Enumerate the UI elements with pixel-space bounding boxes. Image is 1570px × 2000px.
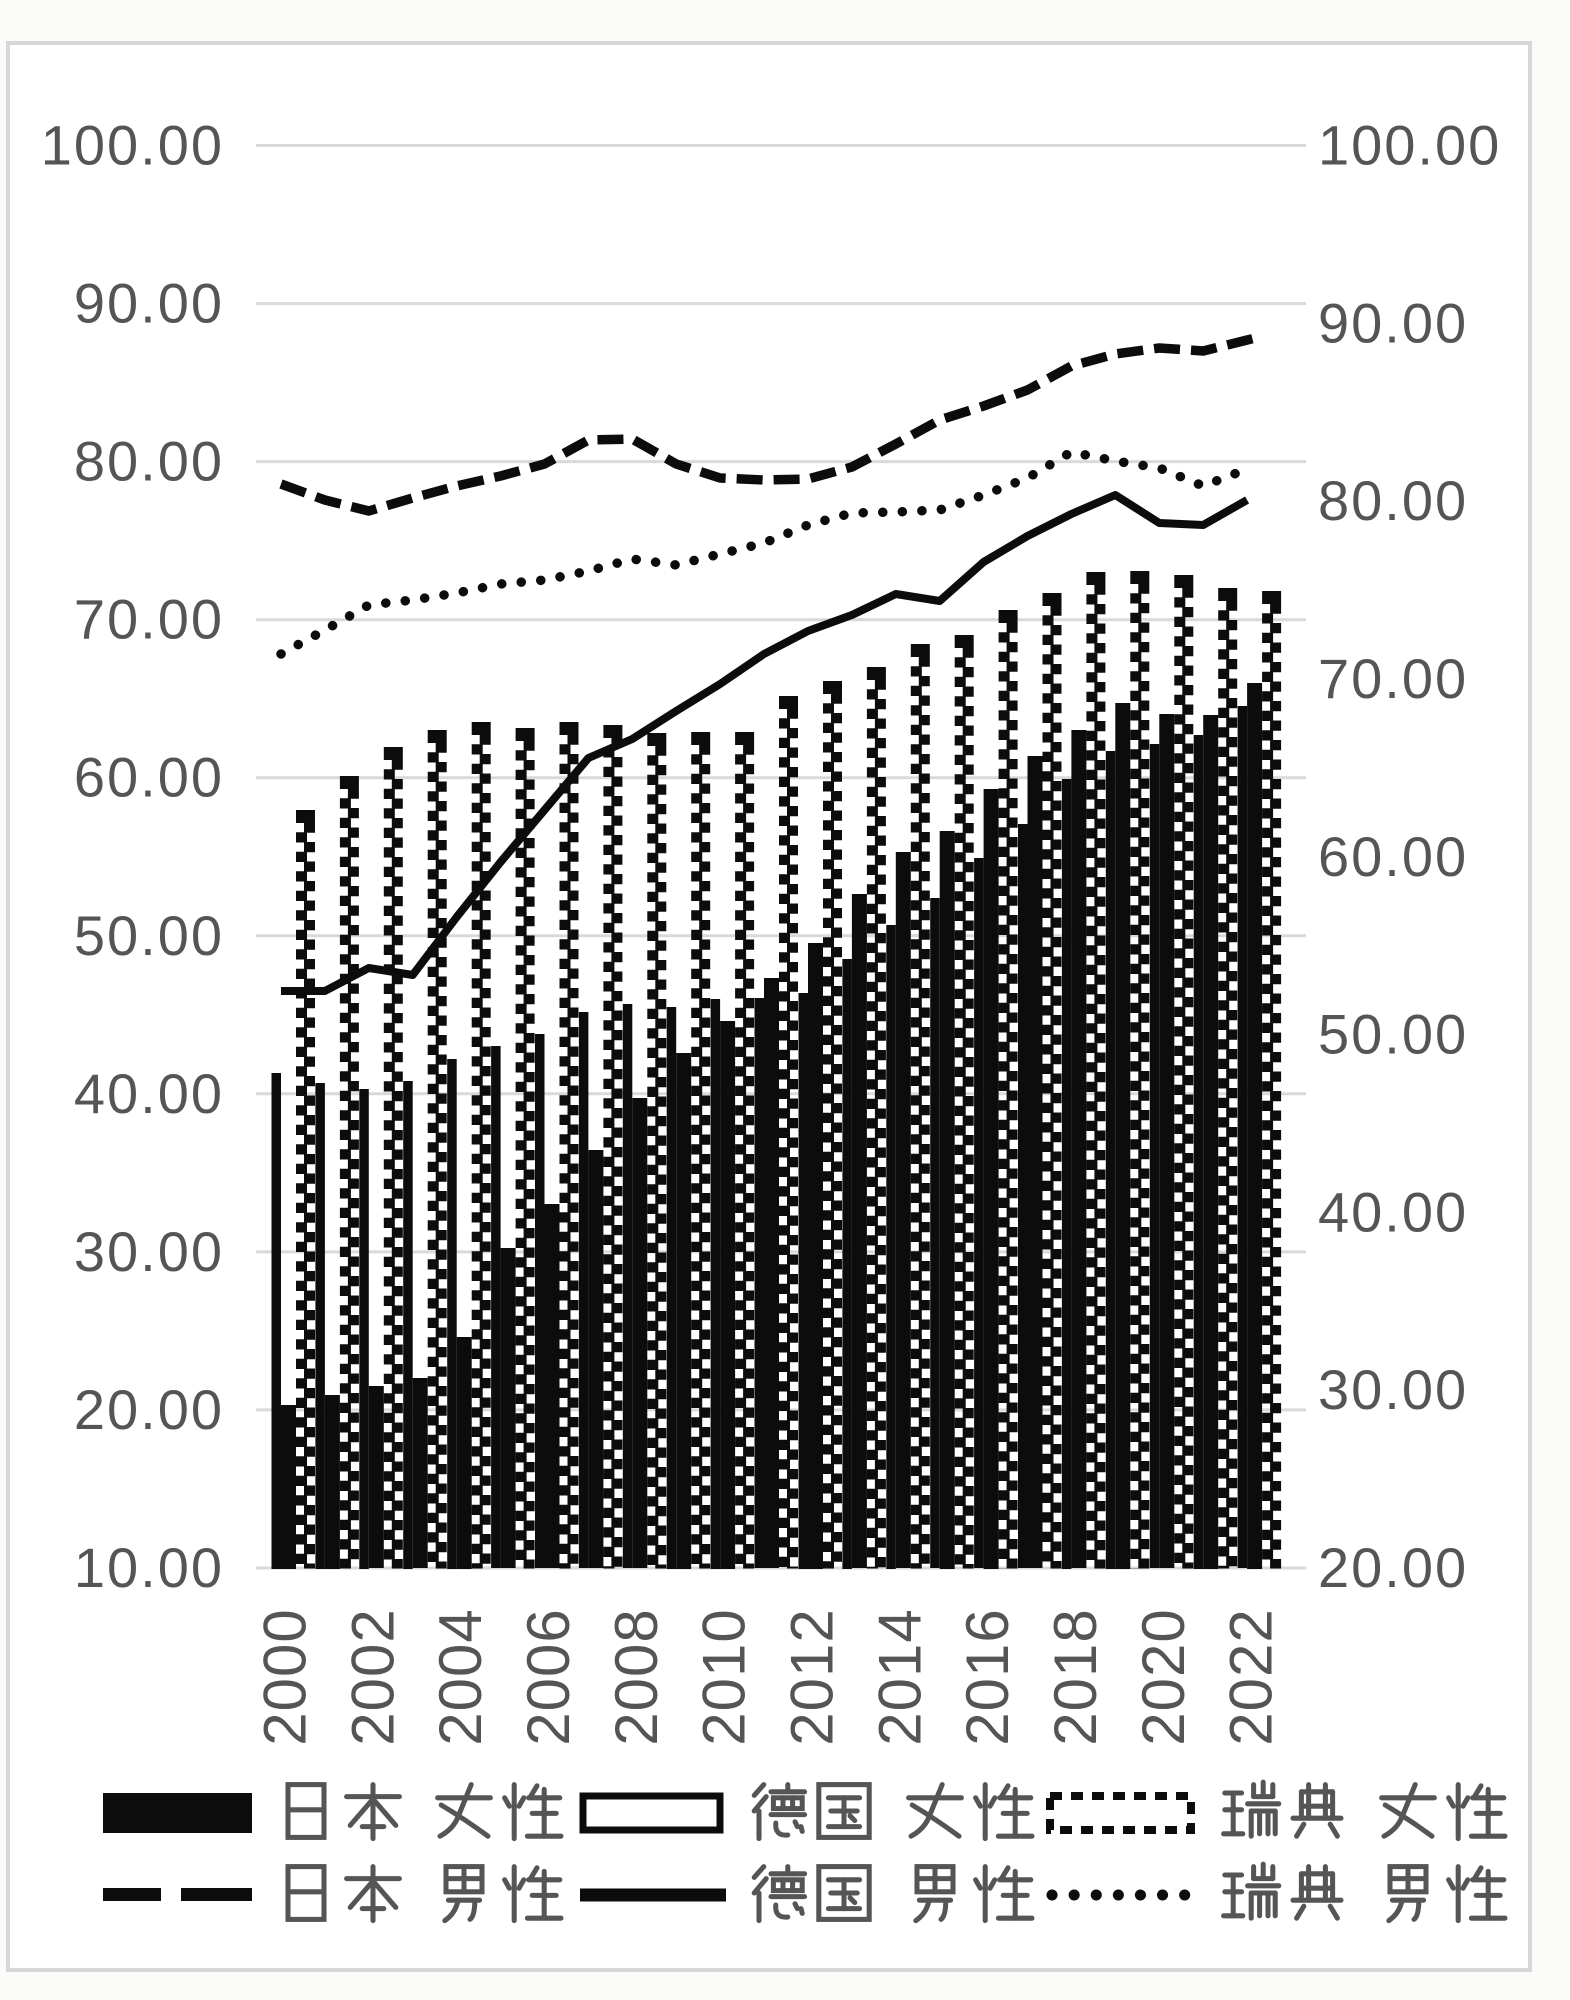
svg-text:50.00: 50.00 xyxy=(1318,1003,1468,1066)
svg-text:30.00: 30.00 xyxy=(74,1220,224,1283)
svg-text:2008: 2008 xyxy=(603,1608,670,1745)
svg-text:90.00: 90.00 xyxy=(1318,291,1468,354)
svg-text:20.00: 20.00 xyxy=(1318,1536,1468,1599)
svg-text:2010: 2010 xyxy=(691,1608,758,1745)
svg-text:2022: 2022 xyxy=(1218,1608,1285,1745)
svg-text:40.00: 40.00 xyxy=(1318,1180,1468,1243)
svg-text:80.00: 80.00 xyxy=(74,430,224,493)
svg-text:60.00: 60.00 xyxy=(74,746,224,809)
svg-text:30.00: 30.00 xyxy=(1318,1358,1468,1421)
svg-text:2006: 2006 xyxy=(515,1608,582,1745)
svg-text:10.00: 10.00 xyxy=(74,1536,224,1599)
svg-text:2002: 2002 xyxy=(339,1608,406,1745)
svg-text:40.00: 40.00 xyxy=(74,1062,224,1125)
svg-text:2004: 2004 xyxy=(427,1608,494,1745)
svg-text:20.00: 20.00 xyxy=(74,1378,224,1441)
svg-text:60.00: 60.00 xyxy=(1318,825,1468,888)
svg-text:2016: 2016 xyxy=(954,1608,1021,1745)
svg-text:70.00: 70.00 xyxy=(74,588,224,651)
svg-text:2018: 2018 xyxy=(1042,1608,1109,1745)
svg-text:2014: 2014 xyxy=(866,1608,933,1745)
svg-text:100.00: 100.00 xyxy=(41,114,224,177)
svg-text:2012: 2012 xyxy=(779,1608,846,1745)
svg-text:2020: 2020 xyxy=(1130,1608,1197,1745)
svg-text:100.00: 100.00 xyxy=(1318,114,1501,177)
svg-text:2000: 2000 xyxy=(252,1608,319,1745)
svg-text:80.00: 80.00 xyxy=(1318,469,1468,532)
svg-text:50.00: 50.00 xyxy=(74,904,224,967)
svg-text:90.00: 90.00 xyxy=(74,272,224,335)
svg-text:70.00: 70.00 xyxy=(1318,647,1468,710)
